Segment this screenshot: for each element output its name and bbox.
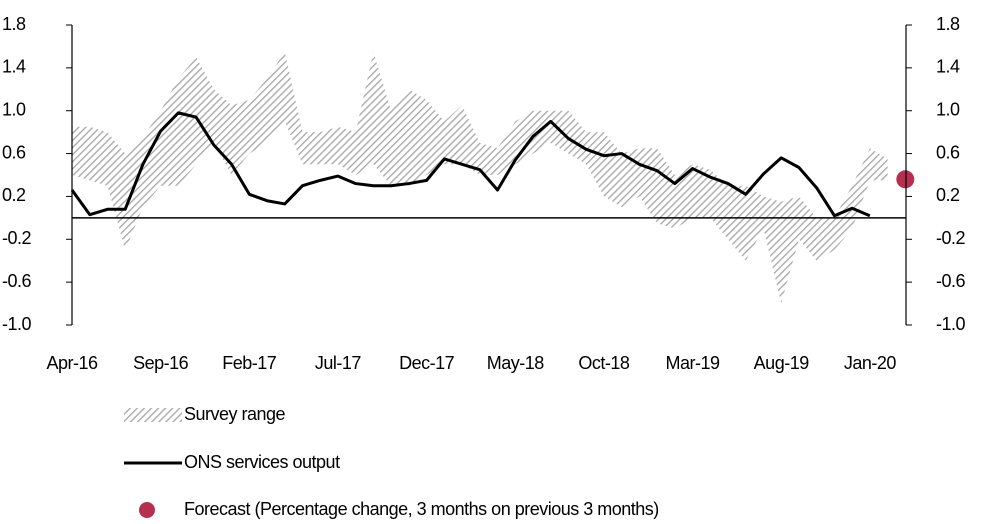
x-tick-label: Oct-18 bbox=[578, 353, 630, 373]
x-tick-label: May-18 bbox=[487, 353, 545, 373]
y2-tick-label: 0.6 bbox=[936, 142, 960, 162]
y-tick-label: -0.6 bbox=[2, 271, 32, 291]
legend-label: Forecast (Percentage change, 3 months on… bbox=[184, 499, 659, 519]
x-tick-label: Dec-17 bbox=[399, 353, 455, 373]
y2-tick-label: 1.0 bbox=[936, 99, 960, 119]
x-tick-label: Mar-19 bbox=[666, 353, 721, 373]
y-tick-label: 0.6 bbox=[2, 142, 26, 162]
y2-tick-label: -0.6 bbox=[936, 271, 966, 291]
y-tick-label: 0.2 bbox=[2, 185, 26, 205]
x-tick-label: Sep-16 bbox=[133, 353, 189, 373]
legend-dot bbox=[139, 502, 155, 518]
x-tick-label: Jul-17 bbox=[315, 353, 362, 373]
y2-tick-label: 1.8 bbox=[936, 14, 960, 34]
legend-label: ONS services output bbox=[184, 452, 340, 472]
y2-tick-label: -1.0 bbox=[936, 314, 966, 334]
x-tick-label: Apr-16 bbox=[46, 353, 98, 373]
y-tick-label: -0.2 bbox=[2, 228, 32, 248]
ons-line bbox=[70, 111, 871, 218]
x-tick-label: Jan-20 bbox=[844, 353, 897, 373]
y-tick-label: -1.0 bbox=[2, 314, 32, 334]
y2-tick-label: -0.2 bbox=[936, 228, 966, 248]
x-tick-label: Feb-17 bbox=[222, 353, 277, 373]
y-tick-label: 1.8 bbox=[2, 14, 26, 34]
x-tick-label: Aug-19 bbox=[754, 353, 810, 373]
y2-tick-label: 1.4 bbox=[936, 57, 960, 77]
survey-range-area bbox=[72, 51, 888, 304]
y2-tick-label: 0.2 bbox=[936, 185, 960, 205]
forecast-dot bbox=[896, 170, 915, 189]
y-tick-label: 1.0 bbox=[2, 99, 26, 119]
legend-label: Survey range bbox=[184, 404, 286, 424]
legend-swatch bbox=[124, 408, 182, 422]
y-tick-label: 1.4 bbox=[2, 57, 26, 77]
